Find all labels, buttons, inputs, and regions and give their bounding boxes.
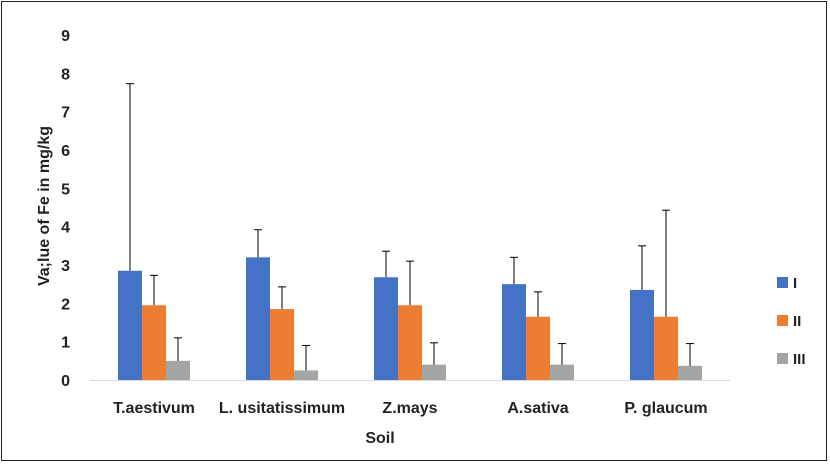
- legend-swatch-ii: [777, 315, 788, 326]
- x-axis-label: Soil: [365, 430, 394, 447]
- y-tick-label: 3: [61, 258, 70, 275]
- legend-swatch-i: [777, 277, 788, 288]
- bar-ii-2: [398, 305, 422, 380]
- bar-ii-0: [142, 305, 166, 380]
- bar-i-4: [630, 289, 654, 380]
- bar-i-2: [374, 277, 398, 380]
- x-tick-label: L. usitatissimum: [219, 400, 345, 417]
- y-tick-label: 1: [61, 335, 70, 352]
- y-tick-label: 0: [61, 373, 70, 390]
- legend-label-i: I: [793, 275, 797, 292]
- legend-swatch-iii: [777, 353, 788, 364]
- y-tick-label: 9: [61, 28, 70, 45]
- bar-i-0: [118, 270, 142, 380]
- legend-label-ii: II: [793, 313, 801, 330]
- bar-ii-1: [270, 309, 294, 380]
- legend-label-iii: III: [793, 351, 806, 368]
- x-tick-label: T.aestivum: [113, 400, 195, 417]
- y-tick-label: 4: [61, 220, 70, 237]
- y-tick-label: 8: [61, 66, 70, 83]
- bar-ii-4: [654, 316, 678, 380]
- bar-i-1: [246, 257, 270, 380]
- bar-iii-2: [422, 364, 446, 380]
- bar-i-3: [502, 284, 526, 380]
- x-tick-label: P. glaucum: [624, 400, 707, 417]
- bar-iii-4: [678, 365, 702, 380]
- y-axis-label: Va;lue of Fe in mg/kg: [36, 126, 53, 286]
- y-tick-label: 7: [61, 105, 70, 122]
- bar-iii-3: [550, 364, 574, 380]
- y-tick-label: 2: [61, 296, 70, 313]
- x-tick-label: A.sativa: [507, 400, 568, 417]
- bar-ii-3: [526, 316, 550, 380]
- y-tick-label: 5: [61, 181, 70, 198]
- y-tick-label: 6: [61, 143, 70, 160]
- x-tick-label: Z.mays: [382, 400, 437, 417]
- bar-iii-1: [294, 370, 318, 380]
- bar-iii-0: [166, 360, 190, 380]
